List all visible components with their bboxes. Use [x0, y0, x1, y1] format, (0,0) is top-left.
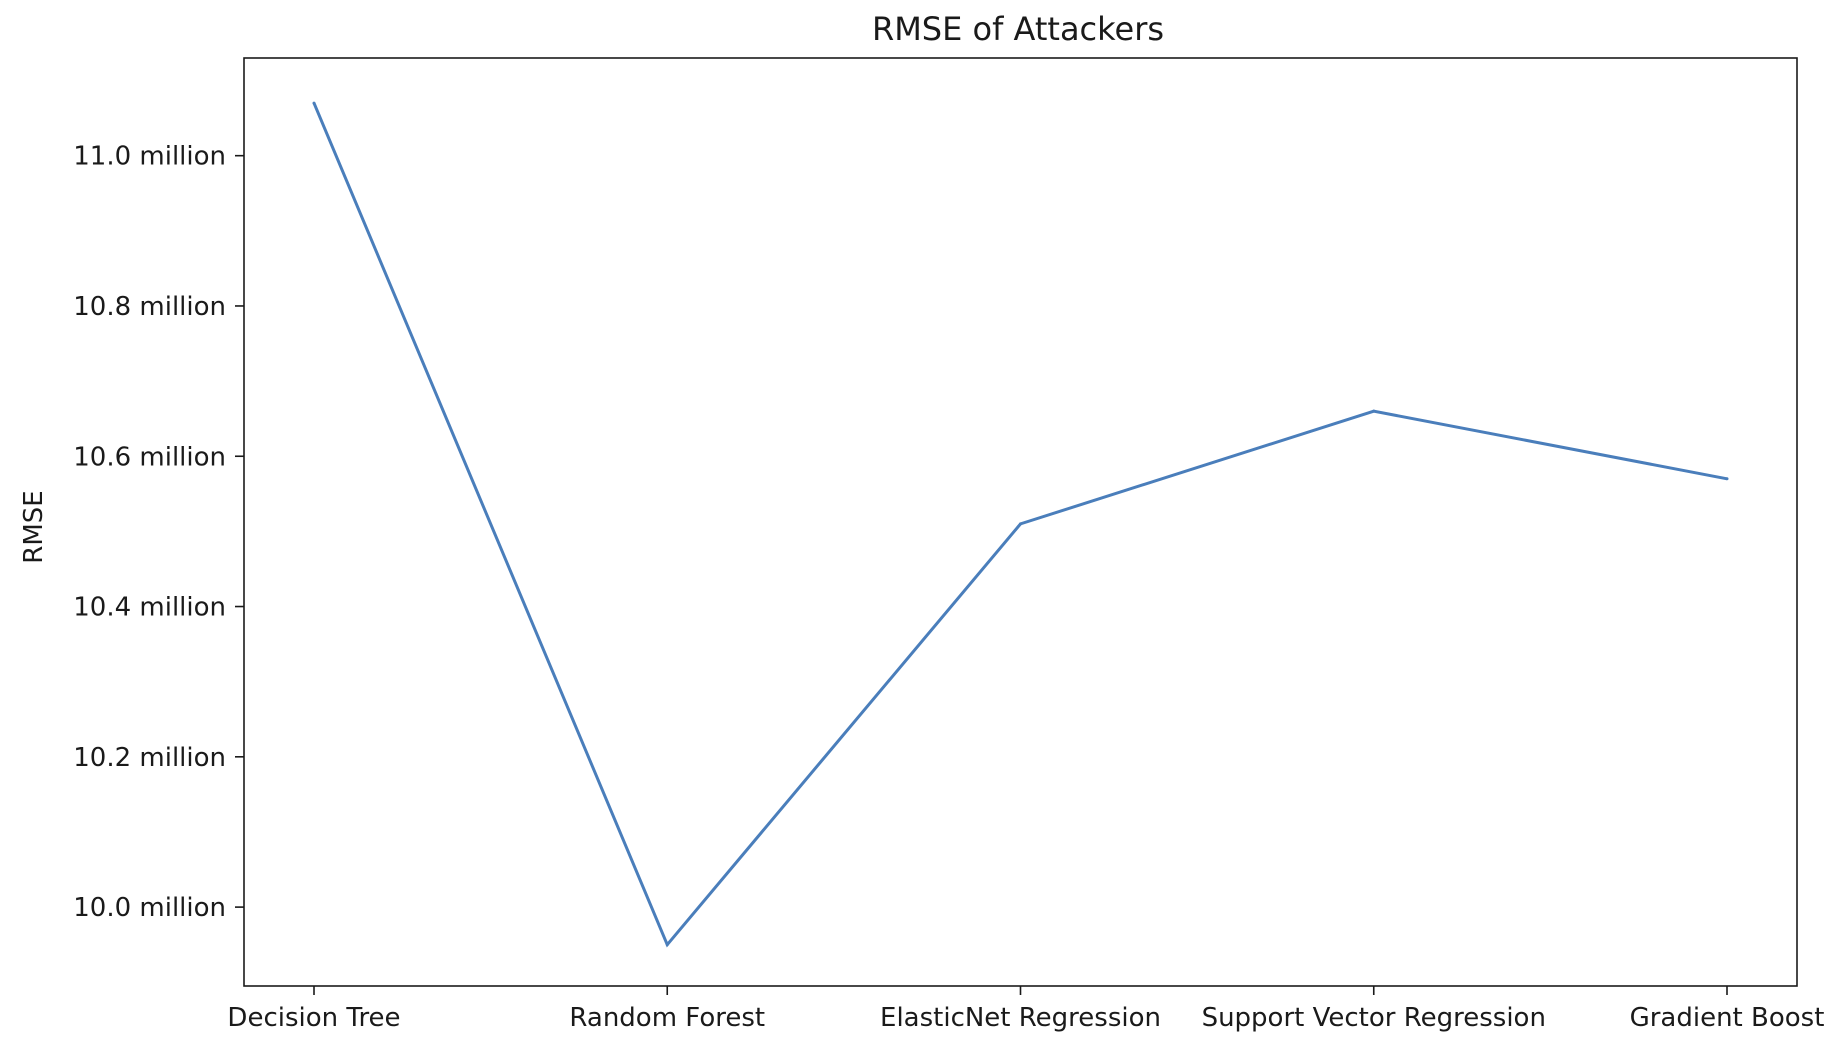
y-tick-label: 10.6 million	[73, 442, 226, 472]
x-tick-label: Gradient Boost	[1630, 1003, 1825, 1033]
x-tick-label: Decision Tree	[227, 1003, 400, 1033]
data-point	[1019, 522, 1022, 526]
x-tick-label: Support Vector Regression	[1202, 1003, 1546, 1033]
x-tick-label: ElasticNet Regression	[880, 1003, 1161, 1033]
data-point	[1725, 477, 1729, 481]
data-point	[1372, 409, 1376, 413]
y-tick-label: 10.4 million	[73, 593, 226, 623]
y-tick-label: 10.8 million	[73, 292, 226, 322]
x-tick-label: Random Forest	[569, 1003, 765, 1033]
data-point	[312, 101, 316, 105]
chart-title: RMSE of Attackers	[872, 10, 1164, 48]
data-point	[665, 943, 669, 947]
y-axis-label: RMSE	[19, 490, 49, 563]
y-tick-label: 10.0 million	[73, 893, 226, 923]
x-axis: Decision Tree Random Forest ElasticNet Reg…	[227, 986, 1824, 1033]
y-tick-label: 11.0 million	[73, 142, 226, 172]
y-tick-label: 10.2 million	[73, 743, 226, 773]
plot-frame	[243, 57, 1798, 987]
y-axis: 10.0 million 10.2 million 10.4 million 10.6…	[73, 142, 244, 923]
series-group	[312, 101, 1729, 948]
